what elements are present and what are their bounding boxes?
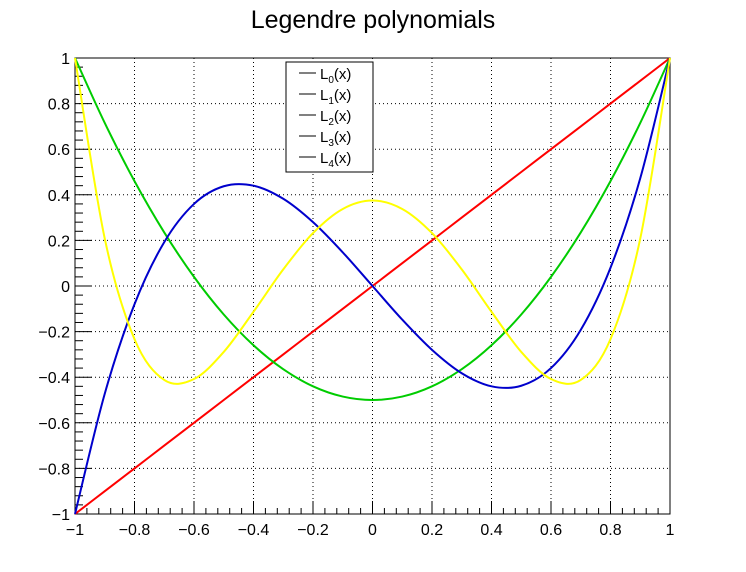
x-tick-label: −0.8 bbox=[119, 522, 151, 539]
y-tick-label: −0.6 bbox=[38, 416, 70, 433]
legend-label: L0(x) bbox=[320, 66, 351, 86]
legend-box bbox=[285, 61, 374, 173]
x-tick-label: 0.6 bbox=[540, 522, 562, 539]
x-tick-label: −1 bbox=[66, 522, 84, 539]
y-tick-label: 0 bbox=[61, 279, 70, 296]
y-tick-label: −0.8 bbox=[38, 461, 70, 478]
y-tick-label: −0.4 bbox=[38, 370, 70, 387]
x-tick-label: 0 bbox=[368, 522, 377, 539]
series-line-l2 bbox=[74, 57, 671, 402]
y-tick-label: 0.6 bbox=[48, 142, 70, 159]
x-tick-label: 0.2 bbox=[421, 522, 443, 539]
x-tick-label: 1 bbox=[666, 522, 675, 539]
y-tick-label: −0.2 bbox=[38, 325, 70, 342]
x-tick-label: −0.6 bbox=[178, 522, 210, 539]
series-line-l3 bbox=[74, 57, 671, 515]
x-tick-label: −0.2 bbox=[297, 522, 329, 539]
y-tick-label: 1 bbox=[61, 51, 70, 68]
y-tick-label: 0.8 bbox=[48, 97, 70, 114]
chart-title: Legendre polynomials bbox=[251, 6, 496, 34]
series-line-l4 bbox=[74, 57, 671, 385]
x-tick-label: 0.8 bbox=[599, 522, 621, 539]
axes: −1 −0.8 −0.6 −0.4 −0.2 0 0.2 0.4 0.6 0.8 1 −1 −0.8 −0… bbox=[38, 51, 674, 539]
legend-label: L4(x) bbox=[320, 150, 351, 170]
y-tick-label: −1 bbox=[52, 507, 70, 524]
series-group bbox=[74, 57, 671, 515]
y-tick-label: 0.4 bbox=[48, 188, 70, 205]
legend: L0(x)L1(x)L2(x)L3(x)L4(x) bbox=[285, 61, 374, 173]
legend-label: L2(x) bbox=[320, 108, 351, 128]
x-tick-label: 0.4 bbox=[480, 522, 502, 539]
legend-label: L3(x) bbox=[320, 129, 351, 149]
x-tick-label: −0.4 bbox=[238, 522, 270, 539]
y-tick-label: 0.2 bbox=[48, 233, 70, 250]
legend-label: L1(x) bbox=[320, 87, 351, 107]
